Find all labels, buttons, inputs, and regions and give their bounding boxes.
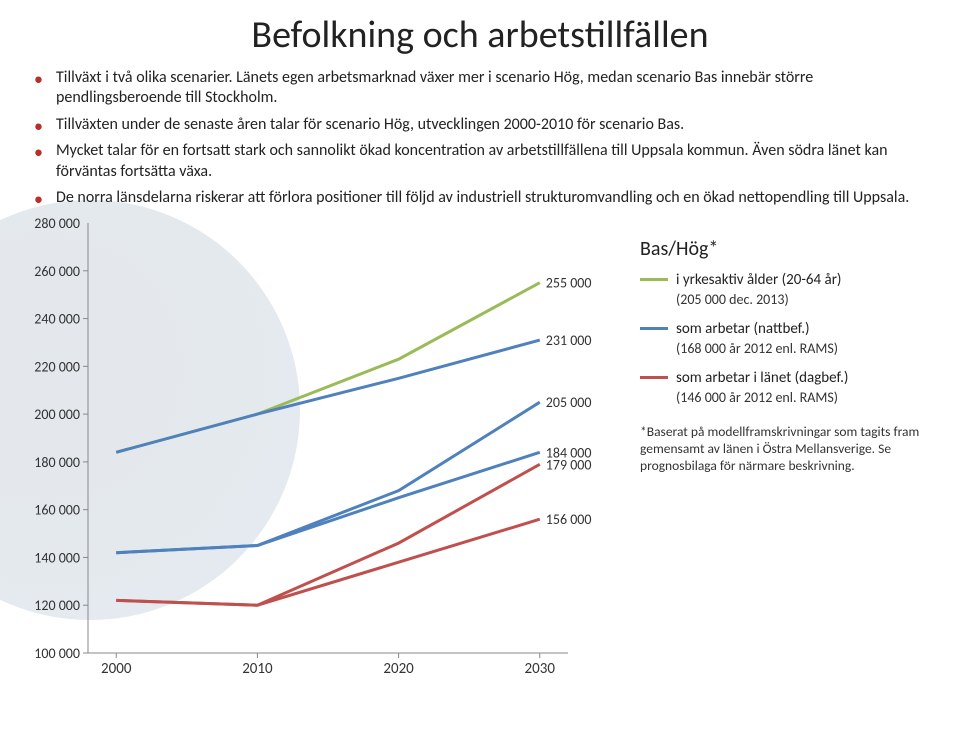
legend-label: som arbetar i länet (dagbef.) [676,369,848,387]
svg-text:260 000: 260 000 [34,263,80,280]
bullet-item: Tillväxten under de senaste åren talar f… [52,115,926,135]
legend-title: Bas/Hög* [640,237,936,261]
svg-text:156 000: 156 000 [546,511,592,528]
svg-text:2030: 2030 [525,660,556,678]
svg-text:100 000: 100 000 [34,645,80,662]
legend-swatch [640,327,668,330]
lower-row: 280 000 100 000 120 000 140 000 160 000 180 0… [24,217,936,679]
legend-footnote: *Baserat på modellframskrivningar som ta… [640,424,936,475]
bullet-list: Tillväxt i två olika scenarier. Länets e… [24,68,936,209]
svg-text:140 000: 140 000 [34,549,80,566]
legend-note: (205 000 dec. 2013) [676,291,936,308]
svg-text:179 000: 179 000 [546,456,592,473]
legend-label: som arbetar (nattbef.) [676,320,810,338]
svg-text:2020: 2020 [383,660,414,678]
svg-text:255 000: 255 000 [546,275,592,292]
legend-item: som arbetar i länet (dagbef.) [640,369,936,387]
page-title: Befolkning och arbetstillfällen [24,12,936,58]
legend-label: i yrkesaktiv ålder (20-64 år) [676,271,841,289]
legend-note: (168 000 år 2012 enl. RAMS) [676,340,936,357]
slide-content: Befolkning och arbetstillfällen Tillväxt… [24,12,936,679]
svg-text:2000: 2000 [101,660,132,678]
line-chart: 280 000 100 000 120 000 140 000 160 000 180 0… [24,217,628,679]
legend-note: (146 000 år 2012 enl. RAMS) [676,389,936,406]
legend-swatch [640,278,668,281]
legend-item: som arbetar (nattbef.) [640,320,936,338]
svg-text:240 000: 240 000 [34,310,80,327]
legend-item: i yrkesaktiv ålder (20-64 år) [640,271,936,289]
svg-text:220 000: 220 000 [34,358,80,375]
bullet-item: De norra länsdelarna riskerar att förlor… [52,188,926,208]
svg-text:2010: 2010 [242,660,273,678]
svg-text:280 000: 280 000 [34,217,80,232]
svg-text:180 000: 180 000 [34,454,80,471]
svg-text:205 000: 205 000 [546,394,592,411]
svg-text:200 000: 200 000 [34,406,80,423]
svg-text:120 000: 120 000 [34,597,80,614]
legend-column: Bas/Hög* i yrkesaktiv ålder (20-64 år) (… [628,217,936,679]
legend-swatch [640,376,668,379]
chart-column: 280 000 100 000 120 000 140 000 160 000 180 0… [24,217,628,679]
svg-text:231 000: 231 000 [546,332,592,349]
bullet-item: Tillväxt i två olika scenarier. Länets e… [52,68,926,109]
slide: Befolkning och arbetstillfällen Tillväxt… [0,0,960,732]
svg-text:160 000: 160 000 [34,501,80,518]
bullet-item: Mycket talar för en fortsatt stark och s… [52,141,926,182]
